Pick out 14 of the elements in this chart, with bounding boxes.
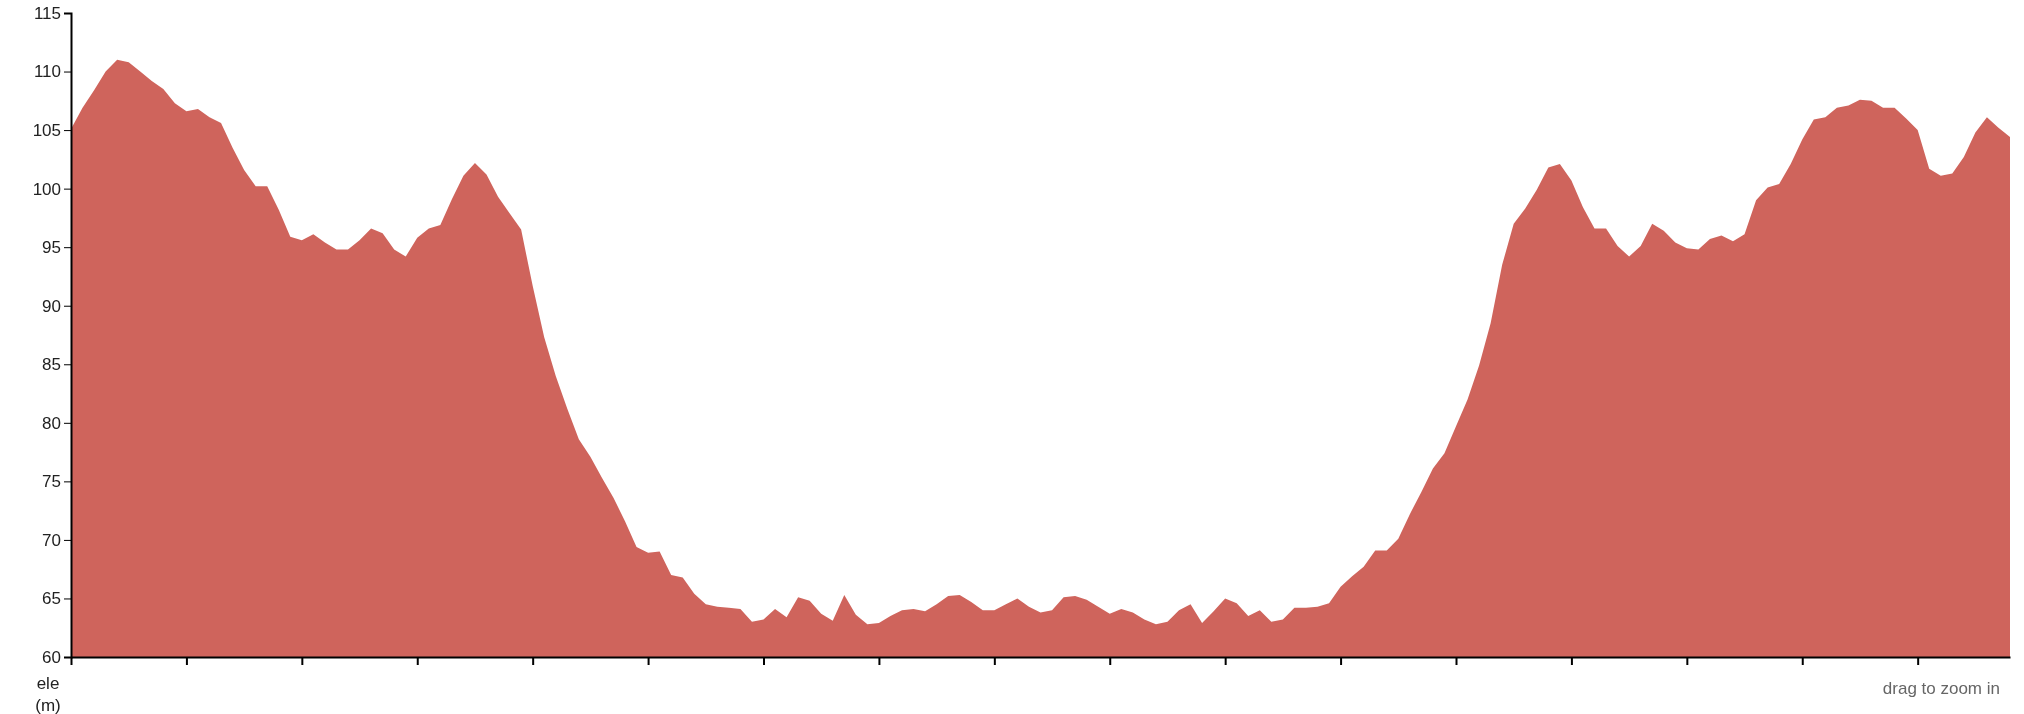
y-tick-label: 105	[32, 121, 61, 141]
text: drag to zoom in	[1882, 679, 2000, 698]
y-tick-label: 60	[42, 647, 61, 667]
y-tick-label: 85	[42, 355, 61, 375]
y-tick-label: 75	[42, 472, 61, 492]
y-tick-label: 95	[42, 238, 61, 258]
y-tick-label: 110	[33, 62, 61, 82]
y-tick-label: 90	[42, 296, 61, 316]
y-tick-label: 65	[42, 589, 61, 609]
y-tick-label: 80	[42, 413, 61, 433]
y-axis-title: ele (m)	[35, 674, 61, 714]
y-tick-label: 70	[42, 530, 61, 550]
y-tick-label: 115	[33, 3, 61, 23]
y-tick-label: 100	[32, 179, 61, 199]
